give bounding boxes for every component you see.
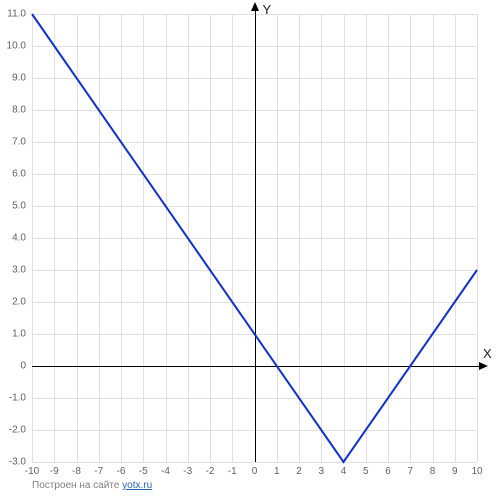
x-tick-label: -6 — [117, 466, 126, 477]
y-tick-label: 1.0 — [12, 329, 26, 340]
x-tick-label: 5 — [363, 466, 369, 477]
plot-area: -10-9-8-7-6-5-4-3-2-1012345678910-3.0-2.… — [32, 14, 477, 462]
footer-link[interactable]: yotx.ru — [122, 480, 152, 491]
x-tick-label: -2 — [206, 466, 215, 477]
chart-wrapper: -10-9-8-7-6-5-4-3-2-1012345678910-3.0-2.… — [0, 0, 500, 502]
x-tick-label: 4 — [341, 466, 347, 477]
y-tick-label: 5.0 — [12, 201, 26, 212]
footer-prefix: Построен на сайте — [32, 480, 122, 491]
y-tick-label: 9.0 — [12, 73, 26, 84]
x-tick-label: 7 — [407, 466, 413, 477]
gridline-vertical — [477, 14, 478, 462]
series-line — [32, 14, 477, 462]
y-tick-label: 11.0 — [7, 9, 26, 20]
y-tick-label: 7.0 — [12, 137, 26, 148]
x-tick-label: -5 — [139, 466, 148, 477]
y-axis-arrow — [251, 2, 259, 11]
x-tick-label: 6 — [385, 466, 391, 477]
y-tick-label: 4.0 — [12, 233, 26, 244]
x-axis-label: X — [483, 346, 492, 361]
x-tick-label: 2 — [296, 466, 302, 477]
y-tick-label: 10.0 — [7, 41, 26, 52]
y-tick-label: -1.0 — [9, 393, 26, 404]
gridline-horizontal — [32, 462, 477, 463]
x-axis-arrow — [479, 362, 488, 370]
x-tick-label: 1 — [274, 466, 280, 477]
x-tick-label: -7 — [94, 466, 103, 477]
y-tick-label: -3.0 — [9, 457, 26, 468]
y-tick-label: 8.0 — [12, 105, 26, 116]
footer: Построен на сайте yotx.ru — [32, 480, 152, 491]
x-tick-label: 10 — [471, 466, 482, 477]
x-tick-label: -1 — [228, 466, 237, 477]
x-tick-label: -3 — [183, 466, 192, 477]
x-tick-label: 9 — [452, 466, 458, 477]
y-tick-label: 2.0 — [12, 297, 26, 308]
y-tick-label: 3.0 — [12, 265, 26, 276]
x-tick-label: -9 — [50, 466, 59, 477]
y-tick-label: 0 — [20, 361, 26, 372]
x-tick-label: -10 — [25, 466, 39, 477]
y-tick-label: 6.0 — [12, 169, 26, 180]
x-tick-label: 3 — [318, 466, 324, 477]
series-layer — [32, 14, 477, 462]
x-tick-label: -8 — [72, 466, 81, 477]
y-tick-label: -2.0 — [9, 425, 26, 436]
x-tick-label: 0 — [252, 466, 258, 477]
x-tick-label: 8 — [430, 466, 436, 477]
x-tick-label: -4 — [161, 466, 170, 477]
